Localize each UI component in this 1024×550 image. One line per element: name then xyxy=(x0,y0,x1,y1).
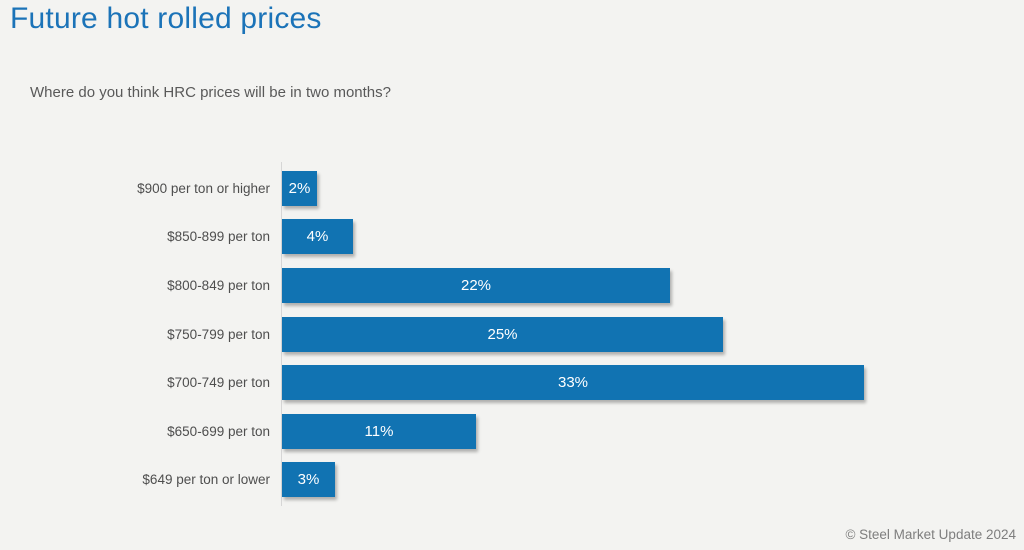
category-label: $900 per ton or higher xyxy=(137,180,270,196)
bar-chart: $900 per ton or higher 2% $850-899 per ton… xyxy=(0,162,990,506)
bar-value-label: 22% xyxy=(460,276,492,294)
bar-value-label: 25% xyxy=(487,325,518,343)
bar: 11% xyxy=(282,413,476,449)
category-label: $649 per ton or lower xyxy=(142,472,270,488)
chart-row: $649 per ton or lower 3% xyxy=(0,456,990,505)
category-label: $650-699 per ton xyxy=(167,423,270,439)
bar: 33% xyxy=(282,365,864,401)
bar: 22% xyxy=(282,267,670,303)
chart-row: $650-699 per ton 11% xyxy=(0,407,990,456)
bar: 2% xyxy=(282,170,317,206)
bar: 25% xyxy=(282,316,723,352)
bar-value-label: 33% xyxy=(557,374,589,392)
chart-row: $900 per ton or higher 2% xyxy=(0,164,990,213)
copyright-note: © Steel Market Update 2024 xyxy=(845,527,1016,542)
y-axis-line xyxy=(281,162,282,506)
category-label: $700-749 per ton xyxy=(167,375,270,391)
bar-value-label: 11% xyxy=(364,422,394,440)
bar: 4% xyxy=(282,219,353,255)
chart-rows: $900 per ton or higher 2% $850-899 per ton… xyxy=(0,164,990,504)
chart-row: $700-749 per ton 33% xyxy=(0,358,990,407)
bar: 3% xyxy=(282,462,335,498)
bar-value-label: 2% xyxy=(288,179,311,197)
page-title: Future hot rolled prices xyxy=(10,2,322,35)
category-label: $850-899 per ton xyxy=(167,229,270,245)
chart-question-subtitle: Where do you think HRC prices will be in… xyxy=(30,84,391,101)
chart-row: $750-799 per ton 25% xyxy=(0,310,990,359)
chart-row: $850-899 per ton 4% xyxy=(0,213,990,262)
bar-value-label: 4% xyxy=(306,228,329,246)
bar-value-label: 3% xyxy=(297,471,320,489)
category-label: $750-799 per ton xyxy=(167,326,270,342)
chart-row: $800-849 per ton 22% xyxy=(0,261,990,310)
category-label: $800-849 per ton xyxy=(167,277,270,293)
